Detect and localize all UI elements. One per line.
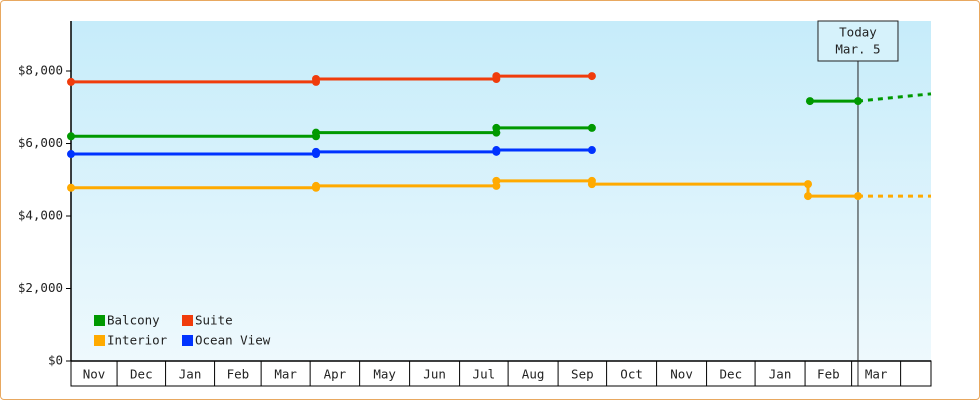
data-point [312,74,321,83]
data-point [587,180,596,189]
x-tick-label: Feb [227,367,250,382]
x-tick-label: May [373,367,396,382]
data-point [492,72,501,81]
data-point [804,192,813,201]
data-point [312,181,321,190]
y-tick-label: $2,000 [18,280,63,295]
x-tick-label: Mar [865,367,888,382]
legend-label: Suite [195,313,233,328]
y-tick-label: $8,000 [18,63,63,78]
data-point [587,123,596,132]
x-tick-label: Dec [130,367,153,382]
x-tick-label: Aug [522,367,545,382]
today-label: Mar. 5 [835,42,880,57]
today-label: Today [839,25,877,40]
legend-swatch [94,315,105,326]
legend-label: Interior [107,333,168,348]
series-line [71,74,592,84]
x-tick-label: Jul [473,367,496,382]
data-point [312,128,321,137]
data-point [67,150,75,159]
legend-label: Balcony [107,313,160,328]
legend-swatch [182,335,193,346]
x-tick-label: Nov [83,367,106,382]
data-point [67,183,75,192]
plot-area [71,21,931,361]
data-point [67,77,75,86]
data-point [805,97,814,106]
data-point [587,146,596,155]
series-line [71,148,592,156]
x-tick-label: Nov [670,367,693,382]
data-point [804,180,813,189]
legend-swatch [94,335,105,346]
y-tick-label: $0 [48,353,63,368]
data-point [492,146,501,155]
data-point [312,147,321,156]
forecast-line [857,92,932,103]
x-tick-label: Feb [817,367,840,382]
x-tick-label: Oct [620,367,643,382]
x-tick-label: Jan [769,367,792,382]
y-tick-label: $4,000 [18,208,63,223]
x-tick-label: Apr [324,367,347,382]
x-tick-label: Sep [571,367,594,382]
data-point [587,72,596,81]
data-point [67,132,75,141]
x-tick-label: Dec [720,367,743,382]
legend-label: Ocean View [195,333,271,348]
x-tick-label: Jan [179,367,202,382]
data-point [853,192,862,201]
legend-swatch [182,315,193,326]
data-point [492,176,501,185]
x-tick-label: Jun [423,367,446,382]
today-box [817,20,899,62]
series-line [71,99,858,138]
x-tick-label: Mar [274,367,297,382]
data-point [492,123,501,132]
y-tick-label: $6,000 [18,135,63,150]
data-point [853,97,862,106]
